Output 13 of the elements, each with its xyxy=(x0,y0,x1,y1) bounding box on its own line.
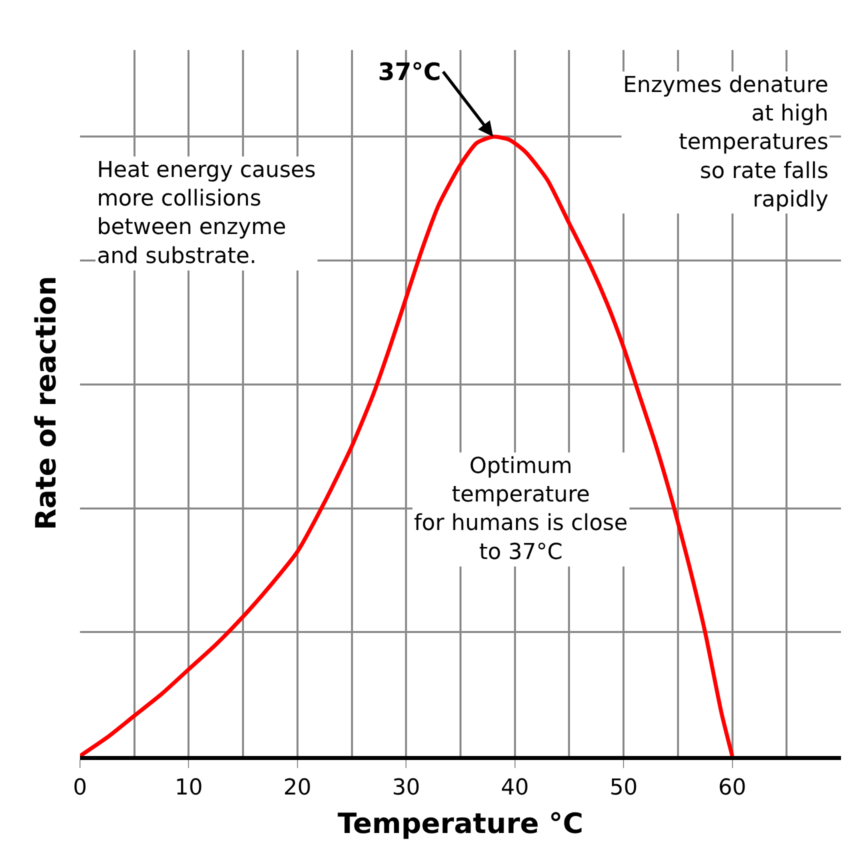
y-axis-title: Rate of reaction xyxy=(30,276,63,530)
x-axis-title: Temperature °C xyxy=(338,807,584,840)
x-tick-label: 30 xyxy=(392,775,420,800)
x-tick-label: 60 xyxy=(718,775,746,800)
x-tick-label: 0 xyxy=(73,775,87,800)
x-tick-label: 50 xyxy=(610,775,638,800)
annotation: 37°C xyxy=(378,58,442,86)
x-tick-label: 10 xyxy=(174,775,203,800)
annotation: Heat energy causes more collisions between enzyme and substrate. xyxy=(97,158,316,269)
annotation: Optimum temperature for humans is close to 37°C xyxy=(414,454,628,565)
x-tick-label: 40 xyxy=(500,775,529,800)
x-tick-label: 20 xyxy=(283,775,312,800)
annotation: Enzymes denature at high temperatures so rate falls rapidly xyxy=(623,73,828,212)
